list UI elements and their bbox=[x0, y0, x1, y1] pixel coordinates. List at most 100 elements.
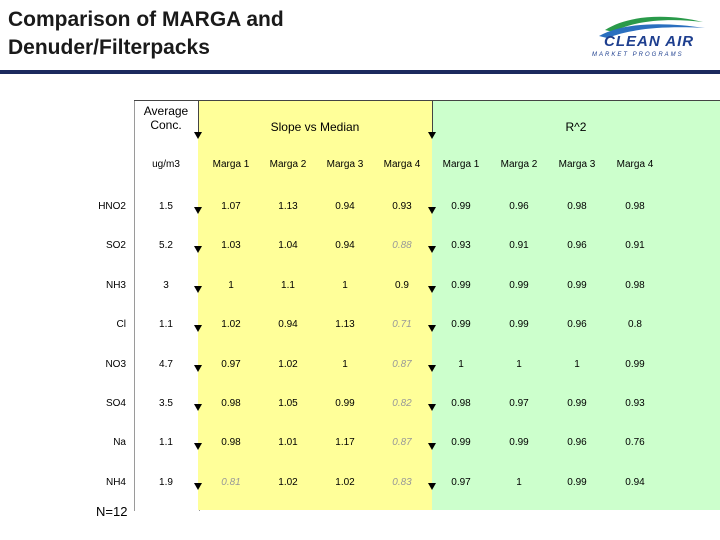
row-label: NH4 bbox=[105, 476, 126, 488]
table-cell: 0.97 bbox=[509, 398, 529, 409]
table-cell: 1.1 bbox=[159, 319, 173, 331]
table-cell: 0.96 bbox=[509, 201, 529, 212]
row-marker bbox=[428, 443, 436, 451]
row-marker bbox=[194, 443, 202, 451]
table-cell: 0.81 bbox=[221, 476, 241, 488]
row-marker bbox=[194, 482, 202, 490]
table-cell: 0.94 bbox=[625, 476, 645, 488]
r2-header: R^2 bbox=[565, 120, 587, 134]
table-cell: 0.98 bbox=[625, 201, 645, 212]
table-cell: 0.76 bbox=[625, 437, 645, 449]
table-cell: 0.94 bbox=[335, 201, 355, 212]
title-line-1: Comparison of MARGA and bbox=[8, 8, 284, 31]
table-cell: 0.9 bbox=[395, 279, 409, 291]
table-cell: 0.99 bbox=[625, 358, 645, 370]
table-cell: 0.98 bbox=[451, 398, 471, 409]
table-cell: 0.91 bbox=[625, 240, 645, 252]
table-cell: 1.02 bbox=[278, 476, 298, 488]
table-cell: 1.07 bbox=[221, 201, 241, 212]
subheader-col-0: ug/m3 bbox=[152, 159, 180, 170]
logo-name: CLEAN AIR bbox=[604, 33, 695, 50]
table-cell: 1.04 bbox=[278, 240, 298, 252]
clean-air-logo bbox=[599, 16, 705, 38]
table-cell: 0.94 bbox=[278, 319, 298, 331]
title-line-2: Denuder/Filterpacks bbox=[8, 36, 210, 59]
table-cell: 0.99 bbox=[567, 398, 587, 409]
subheader-col-5: Marga 1 bbox=[442, 159, 480, 170]
table-cell: 0.99 bbox=[509, 279, 529, 291]
table-cell: 1.17 bbox=[335, 437, 355, 449]
table-cell: 0.93 bbox=[451, 240, 471, 252]
header-marker-2 bbox=[428, 132, 436, 139]
table-cell: 0.87 bbox=[392, 358, 412, 370]
table-cell: 0.97 bbox=[451, 476, 471, 488]
row-label: NO3 bbox=[105, 358, 126, 370]
table-cell: 1 bbox=[228, 279, 234, 291]
header-divider-2 bbox=[432, 100, 433, 136]
table-cell: 1.01 bbox=[278, 437, 298, 449]
slope-panel bbox=[198, 100, 432, 510]
row-marker bbox=[194, 207, 202, 214]
table-cell: 0.87 bbox=[392, 437, 412, 449]
table-cell: 1.1 bbox=[159, 437, 173, 449]
table-cell: 5.2 bbox=[159, 240, 173, 252]
table-cell: 0.99 bbox=[567, 476, 587, 488]
subheader-col-6: Marga 2 bbox=[500, 159, 538, 170]
table-cell: 0.99 bbox=[509, 437, 529, 449]
conc-header: Average Conc. bbox=[134, 104, 198, 132]
table-cell: 0.82 bbox=[392, 398, 412, 409]
table-cell: 0.99 bbox=[451, 201, 471, 212]
row-label: NH3 bbox=[105, 279, 126, 291]
table-cell: 0.96 bbox=[567, 240, 587, 252]
table-cell: 0.99 bbox=[335, 398, 355, 409]
subheader-col-4: Marga 4 bbox=[383, 159, 421, 170]
row-marker bbox=[428, 364, 436, 372]
table-cell: 4.7 bbox=[159, 358, 173, 370]
table-cell: 0.99 bbox=[451, 437, 471, 449]
row-label: SO2 bbox=[105, 240, 126, 252]
row-label: HNO2 bbox=[98, 201, 126, 212]
row-marker bbox=[194, 285, 202, 293]
table-cell: 0.99 bbox=[451, 319, 471, 331]
logo-subtitle: MARKET PROGRAMS bbox=[592, 52, 684, 58]
table-cell: 0.98 bbox=[221, 437, 241, 449]
row-label: Cl bbox=[116, 319, 126, 331]
table-cell: 1.5 bbox=[159, 201, 173, 212]
header-top-line bbox=[134, 100, 720, 101]
subheader-col-1: Marga 1 bbox=[212, 159, 250, 170]
table-cell: 0.8 bbox=[628, 319, 642, 331]
table-cell: 0.98 bbox=[567, 201, 587, 212]
row-marker bbox=[194, 404, 202, 411]
row-marker bbox=[428, 325, 436, 333]
header-marker-1 bbox=[194, 132, 202, 139]
table-cell: 1 bbox=[342, 279, 348, 291]
table-cell: 0.91 bbox=[509, 240, 529, 252]
table-cell: 1 bbox=[342, 358, 348, 370]
table-cell: 0.94 bbox=[335, 240, 355, 252]
table-cell: 1.02 bbox=[278, 358, 298, 370]
conc-panel bbox=[134, 100, 200, 511]
table-cell: 1 bbox=[516, 358, 522, 370]
row-marker bbox=[428, 246, 436, 254]
table-cell: 1.1 bbox=[281, 279, 295, 291]
table-cell: 0.96 bbox=[567, 319, 587, 331]
table-cell: 0.93 bbox=[392, 201, 412, 212]
title-rule bbox=[0, 70, 720, 74]
table-cell: 0.93 bbox=[625, 398, 645, 409]
table-cell: 1 bbox=[458, 358, 464, 370]
header-divider-1 bbox=[198, 100, 199, 136]
row-marker bbox=[428, 404, 436, 411]
subheader-col-2: Marga 2 bbox=[269, 159, 307, 170]
table-cell: 0.96 bbox=[567, 437, 587, 449]
table-cell: 1 bbox=[574, 358, 580, 370]
r2-panel bbox=[432, 100, 720, 510]
table-cell: 0.88 bbox=[392, 240, 412, 252]
subheader-col-3: Marga 3 bbox=[326, 159, 364, 170]
table-cell: 1.13 bbox=[278, 201, 298, 212]
table-cell: 0.99 bbox=[509, 319, 529, 331]
conc-header-line-2: Conc. bbox=[150, 118, 182, 132]
conc-header-line-1: Average bbox=[143, 104, 189, 118]
table-cell: 0.83 bbox=[392, 476, 412, 488]
table-cell: 1.9 bbox=[159, 476, 173, 488]
table-cell: 1.02 bbox=[335, 476, 355, 488]
